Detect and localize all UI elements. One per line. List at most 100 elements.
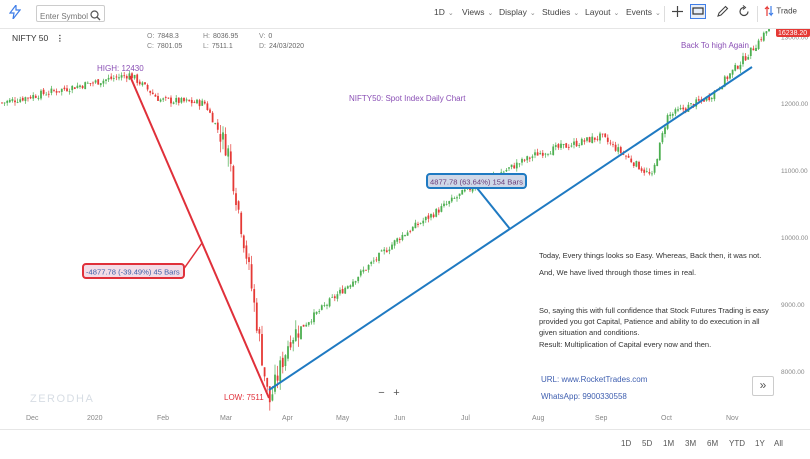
- candle-body: [632, 162, 635, 167]
- period-ytd[interactable]: YTD: [729, 439, 745, 448]
- candle-body: [268, 386, 271, 403]
- candle-body: [617, 147, 620, 152]
- candle-body: [604, 133, 607, 137]
- candle-body: [162, 98, 165, 100]
- candle-body: [622, 154, 625, 155]
- candle-body: [115, 76, 118, 78]
- candle-body: [539, 153, 542, 155]
- candle-body: [346, 286, 349, 289]
- expand-panel-button[interactable]: »: [752, 376, 774, 396]
- candle-body: [736, 65, 739, 69]
- candle-body: [193, 102, 196, 103]
- date-tick-label: Dec: [26, 415, 39, 422]
- zoom-out-button[interactable]: −: [378, 387, 385, 399]
- lightning-icon[interactable]: [8, 3, 22, 21]
- refresh-icon[interactable]: [738, 5, 750, 20]
- candle-body: [183, 97, 185, 102]
- candle-body: [554, 145, 557, 147]
- layout-menu[interactable]: Layout ⌄: [585, 7, 619, 17]
- crosshair-icon[interactable]: [671, 5, 684, 20]
- candle-body: [97, 79, 100, 85]
- rise-measure-box: [426, 173, 527, 189]
- candle-body: [669, 114, 672, 116]
- candle-body: [281, 357, 284, 368]
- trade-button[interactable]: Trade: [764, 5, 797, 17]
- candle-body: [107, 77, 110, 80]
- symbol-name[interactable]: NIFTY 50 ⋮: [12, 33, 64, 44]
- period-all[interactable]: All: [774, 439, 783, 448]
- candle-body: [528, 157, 531, 159]
- studies-menu[interactable]: Studies ⌄: [542, 7, 579, 17]
- candle-body: [664, 127, 666, 135]
- candle-body: [437, 209, 440, 213]
- candle-body: [141, 82, 144, 86]
- candle-body: [19, 99, 22, 102]
- candle-body: [68, 91, 71, 93]
- views-label: Views: [462, 7, 485, 17]
- candle-body: [292, 340, 295, 344]
- candle-body: [177, 97, 180, 103]
- candle-body: [747, 57, 750, 60]
- search-input[interactable]: [37, 9, 97, 24]
- events-label: Events: [626, 7, 652, 17]
- candle-body: [170, 97, 172, 104]
- chevron-down-icon: ⌄: [613, 10, 620, 17]
- candle-body: [63, 87, 66, 90]
- candle-body: [586, 137, 588, 141]
- period-6m[interactable]: 6M: [707, 439, 719, 448]
- candle-body: [300, 326, 302, 340]
- whatsapp-annotation: WhatsApp: 9900330558: [541, 392, 627, 401]
- period-1m[interactable]: 1M: [663, 439, 675, 448]
- fall-callout-line: [182, 242, 203, 271]
- date-tick-label: 2020: [87, 415, 103, 422]
- candle-body: [606, 137, 609, 142]
- candle-body: [32, 95, 35, 99]
- candle-body: [71, 85, 74, 91]
- candle-body: [159, 99, 162, 102]
- candle-body: [352, 281, 354, 287]
- high-annotation: HIGH: 12430: [97, 64, 144, 73]
- views-menu[interactable]: Views ⌄: [462, 7, 493, 17]
- candle-body: [333, 296, 336, 299]
- candle-body: [679, 108, 682, 110]
- candle-body: [224, 134, 227, 156]
- candle-body: [66, 88, 68, 92]
- candle-body: [443, 203, 445, 207]
- date-tick-label: Nov: [726, 415, 739, 422]
- candle-body: [261, 334, 263, 366]
- candle-body: [383, 249, 386, 252]
- price-chart[interactable]: ZERODHA -4877.78 (-39.49%) 45 Bars 4877.…: [0, 29, 810, 429]
- candle-body: [3, 102, 6, 104]
- events-menu[interactable]: Events ⌄: [626, 7, 661, 17]
- symbol-search[interactable]: [36, 5, 105, 24]
- date-value: 24/03/2020: [269, 43, 305, 50]
- candle-body: [318, 311, 321, 312]
- display-menu[interactable]: Display ⌄: [499, 7, 536, 17]
- candle-body: [263, 367, 266, 377]
- high-key: H:: [203, 33, 210, 40]
- candle-body: [677, 109, 679, 111]
- interval-dropdown[interactable]: 1D ⌄: [434, 7, 454, 17]
- candle-body: [713, 90, 716, 100]
- chevron-down-icon: ⌄: [529, 10, 536, 17]
- date-axis: Dec 2020 Feb Mar Apr May Jun Jul Aug Sep Oct Nov: [26, 415, 739, 422]
- candle-body: [726, 76, 729, 79]
- candle-body: [450, 197, 453, 202]
- comment-icon[interactable]: [690, 4, 706, 21]
- date-tick-label: Oct: [661, 415, 672, 422]
- candle-body: [422, 220, 425, 224]
- candle-body: [297, 333, 300, 338]
- period-1d[interactable]: 1D: [621, 439, 632, 448]
- period-1y[interactable]: 1Y: [755, 439, 765, 448]
- candle-body: [172, 102, 175, 104]
- candle-body: [8, 99, 11, 103]
- more-options-icon[interactable]: ⋮: [55, 33, 65, 43]
- period-3m[interactable]: 3M: [685, 439, 697, 448]
- period-5d[interactable]: 5D: [642, 439, 653, 448]
- candle-body: [365, 269, 367, 271]
- zoom-in-button[interactable]: +: [393, 387, 400, 399]
- note-3-line-2: provided you got Capital, Patience and a…: [539, 317, 760, 326]
- search-icon[interactable]: [90, 8, 101, 26]
- draw-pencil-icon[interactable]: [716, 5, 729, 20]
- low-value: 7511.1: [211, 43, 233, 50]
